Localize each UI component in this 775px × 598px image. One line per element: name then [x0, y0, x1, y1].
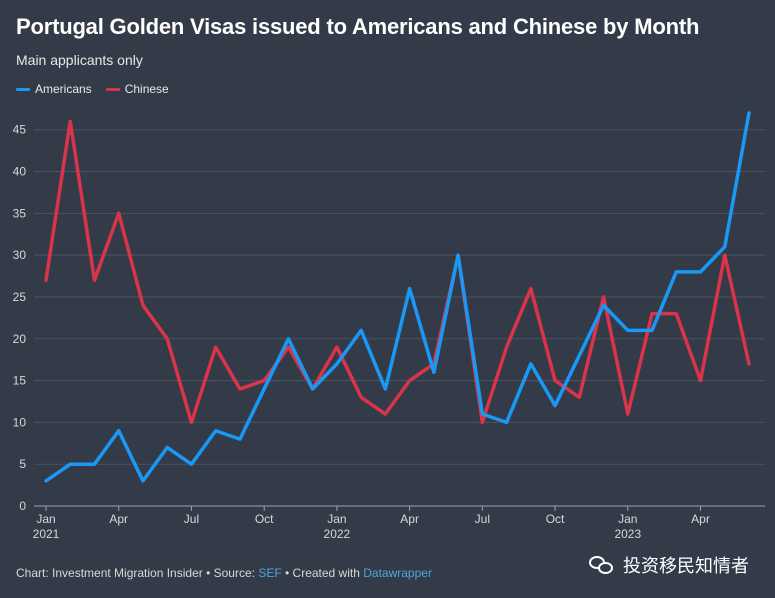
y-tick-label: 35	[13, 206, 27, 220]
y-tick-label: 20	[13, 332, 27, 346]
legend-label-americans: Americans	[35, 82, 92, 96]
legend-item-chinese: Chinese	[105, 82, 169, 96]
x-tick-label: Apr	[691, 512, 710, 526]
wechat-icon	[589, 554, 615, 576]
series-line-americans	[44, 111, 751, 483]
chart-footer: Chart: Investment Migration Insider • So…	[16, 566, 432, 580]
legend-item-americans: Americans	[16, 82, 92, 96]
footer-credit: Chart: Investment Migration Insider • So…	[16, 566, 259, 580]
datawrapper-link[interactable]: Datawrapper	[363, 566, 432, 580]
x-tick-label: Jan	[327, 512, 346, 526]
x-tick-year: 2022	[324, 527, 351, 541]
watermark: 投资移民知情者	[589, 552, 749, 578]
y-tick-label: 30	[13, 248, 27, 262]
x-tick-label: Jan	[36, 512, 55, 526]
y-tick-label: 25	[13, 290, 27, 304]
legend-swatch-chinese	[105, 87, 120, 91]
footer-created-with: • Created with	[281, 566, 364, 580]
x-tick-year: 2021	[33, 527, 60, 541]
x-tick-label: Jul	[184, 512, 199, 526]
x-tick-year: 2023	[614, 527, 641, 541]
x-tick-label: Apr	[109, 512, 128, 526]
x-tick-label: Apr	[400, 512, 419, 526]
y-tick-label: 10	[13, 415, 27, 429]
legend-swatch-americans	[16, 87, 30, 91]
y-tick-label: 0	[19, 499, 26, 513]
legend-label-chinese: Chinese	[124, 82, 169, 96]
y-tick-label: 40	[13, 165, 27, 179]
chart-subtitle: Main applicants only	[16, 52, 143, 68]
x-tick-label: Jul	[475, 512, 490, 526]
x-tick-label: Oct	[255, 512, 274, 526]
source-link[interactable]: SEF	[258, 566, 282, 580]
x-tick-label: Oct	[546, 512, 565, 526]
chart-title: Portugal Golden Visas issued to American…	[16, 14, 700, 39]
watermark-text: 投资移民知情者	[623, 556, 749, 576]
y-tick-label: 15	[13, 374, 27, 388]
chart-legend: Americans Chinese	[16, 82, 169, 96]
y-tick-label: 5	[19, 457, 26, 471]
series-line-chinese	[44, 119, 751, 425]
x-tick-label: Jan	[618, 512, 637, 526]
y-tick-label: 45	[13, 123, 27, 137]
